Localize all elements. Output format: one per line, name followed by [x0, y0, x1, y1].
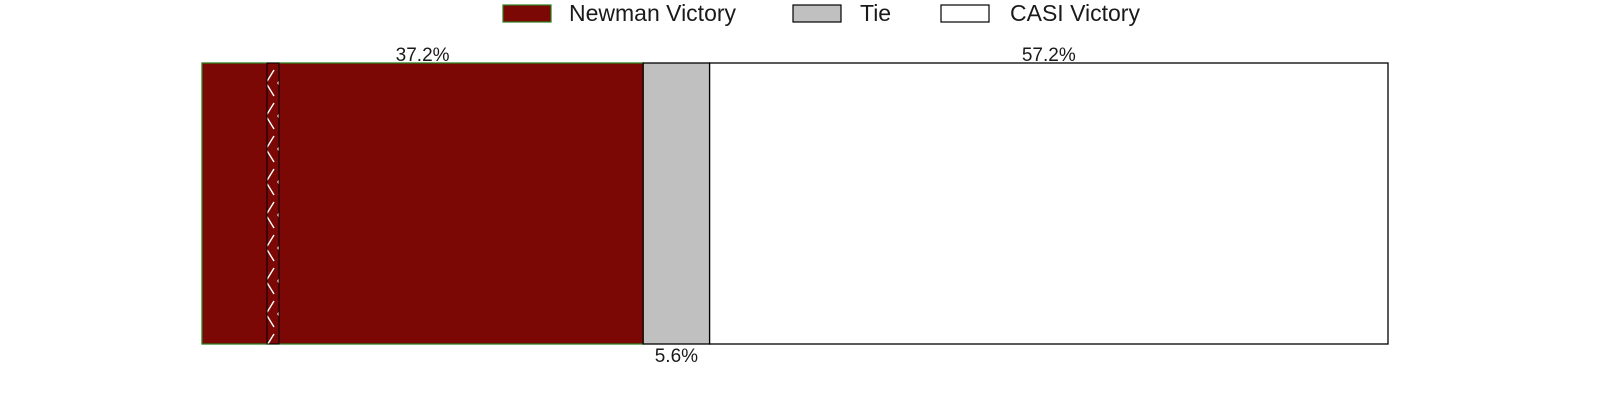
legend-label-casi-victory: CASI Victory — [1010, 0, 1140, 26]
hatch-strip — [266, 62, 280, 345]
data-label-casi-victory: 57.2% — [1022, 45, 1076, 66]
bar-segment-tie — [642, 62, 711, 345]
legend: Newman Victory Tie CASI Victory — [502, 0, 1140, 26]
hatch-strip-pattern — [266, 62, 280, 345]
bar-segment-casi-victory — [708, 62, 1389, 345]
legend-swatch-casi-victory — [940, 4, 990, 23]
legend-label-newman-victory: Newman Victory — [569, 0, 737, 26]
legend-item-casi-victory: CASI Victory — [940, 0, 1140, 26]
legend-swatch-tie — [792, 4, 842, 23]
legend-item-newman-victory: Newman Victory — [502, 0, 737, 26]
legend-label-tie: Tie — [860, 0, 891, 26]
data-label-newman-victory: 37.2% — [396, 45, 450, 66]
legend-item-tie: Tie — [792, 0, 891, 26]
data-label-tie: 5.6% — [655, 346, 698, 367]
legend-swatch-newman-victory — [502, 4, 552, 23]
plot-area: 37.2% 5.6% 57.2% — [201, 45, 1389, 367]
